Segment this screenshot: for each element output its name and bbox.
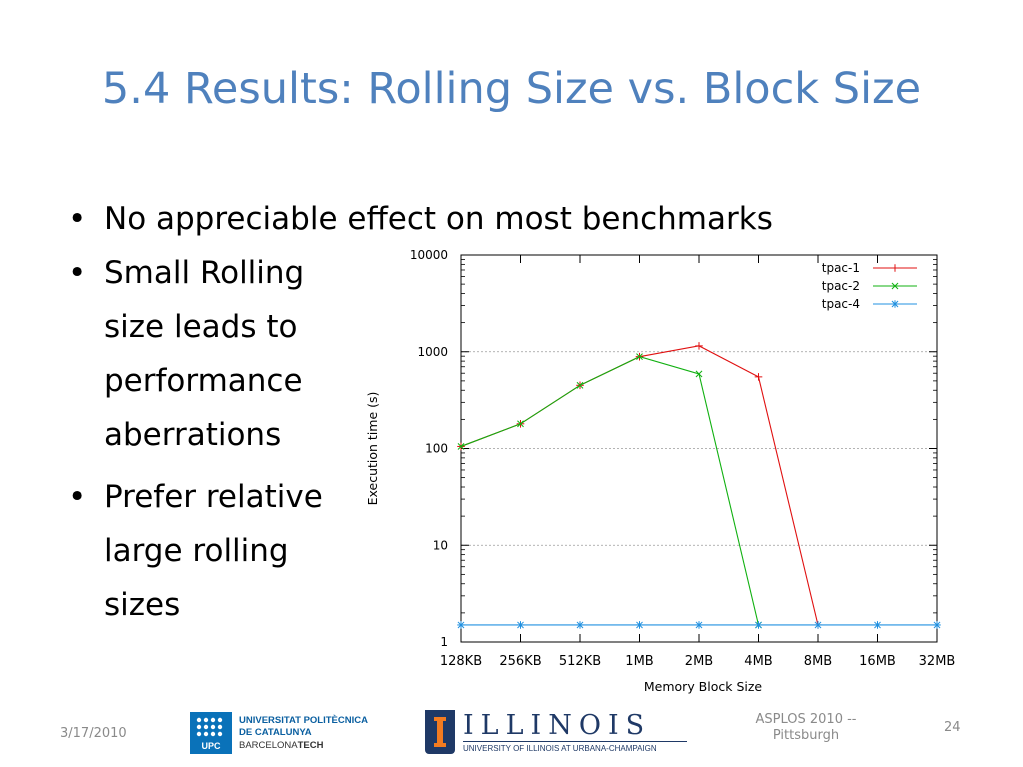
bullet-marker: •	[68, 255, 87, 291]
x-tick-label: 16MB	[859, 654, 896, 669]
slide-title: 5.4 Results: Rolling Size vs. Block Size	[101, 64, 922, 114]
x-tick-label: 8MB	[804, 654, 832, 669]
data-point-tpac-4	[457, 621, 465, 629]
bullet-text: No appreciable effect on most benchmarks	[104, 201, 773, 237]
upc-logo-badge: UPC	[190, 712, 232, 754]
data-point-tpac-1	[695, 342, 703, 350]
data-point-tpac-2	[695, 370, 703, 378]
illinois-shield-icon	[425, 710, 455, 754]
upc-logo-tech: TECH	[297, 740, 324, 751]
data-point-tpac-2	[576, 381, 584, 389]
data-point-tpac-2	[457, 443, 465, 450]
y-tick-label: 10	[433, 538, 448, 552]
footer-date: 3/17/2010	[60, 726, 127, 741]
upc-logo-line: UNIVERSITAT POLITÈCNICA	[239, 715, 368, 726]
data-point-tpac-4	[814, 621, 822, 629]
data-point-tpac-2	[636, 353, 643, 361]
illinois-wordmark: ILLINOIS	[463, 710, 652, 741]
x-tick-label: 2MB	[685, 654, 713, 669]
illinois-subtitle: UNIVERSITY OF ILLINOIS AT URBANA-CHAMPAI…	[463, 744, 657, 753]
y-tick-label: 10000	[410, 248, 448, 262]
y-axis-label: Execution time (s)	[365, 392, 380, 506]
upc-badge-text: UPC	[201, 741, 221, 751]
bullet-text: Prefer relative large rolling sizes	[104, 479, 323, 623]
legend-label: tpac-2	[822, 279, 860, 293]
data-point-tpac-4	[576, 621, 584, 629]
data-point-tpac-2	[517, 420, 524, 428]
footer-conference: ASPLOS 2010 -- Pittsburgh	[755, 712, 857, 743]
legend-label: tpac-4	[822, 297, 860, 311]
y-tick-label: 100	[425, 442, 448, 456]
x-tick-label: 4MB	[744, 654, 772, 669]
upc-dots-icon: UPC	[196, 717, 223, 751]
x-tick-label: 256KB	[499, 654, 541, 669]
data-point-tpac-4	[516, 621, 525, 629]
data-point-tpac-1	[754, 373, 763, 381]
illinois-divider	[463, 741, 687, 742]
bullet-text: Small Rolling size leads to performance …	[104, 255, 305, 453]
legend-marker	[891, 300, 899, 308]
x-tick-label: 128KB	[440, 654, 482, 669]
x-axis-label: Memory Block Size	[644, 679, 763, 694]
x-tick-label: 1MB	[625, 654, 653, 669]
upc-logo: UPC UNIVERSITAT POLITÈCNICA DE CATALUNYA…	[190, 712, 390, 754]
data-point-tpac-4	[933, 621, 941, 629]
legend-marker	[891, 282, 899, 290]
data-point-tpac-4	[873, 621, 882, 629]
upc-logo-barcelona: BARCELONA	[239, 740, 298, 751]
data-point-tpac-4	[754, 621, 763, 629]
legend-marker	[891, 264, 899, 272]
upc-logo-line: BARCELONATECH	[239, 740, 323, 751]
y-tick-label: 1	[440, 635, 448, 649]
legend-label: tpac-1	[822, 261, 860, 275]
x-tick-label: 32MB	[919, 654, 956, 669]
series-line-tpac-1	[460, 345, 819, 626]
bullet-marker: •	[68, 201, 87, 237]
x-tick-label: 512KB	[559, 654, 601, 669]
bullet-marker: •	[68, 479, 87, 515]
y-tick-label: 1000	[417, 345, 448, 359]
upc-logo-line: DE CATALUNYA	[239, 727, 312, 738]
series-line-tpac-2	[460, 356, 760, 626]
slide-number: 24	[944, 720, 961, 735]
data-point-tpac-4	[695, 621, 703, 629]
illinois-logo: ILLINOIS UNIVERSITY OF ILLINOIS AT URBAN…	[425, 710, 687, 756]
data-point-tpac-4	[635, 621, 644, 629]
